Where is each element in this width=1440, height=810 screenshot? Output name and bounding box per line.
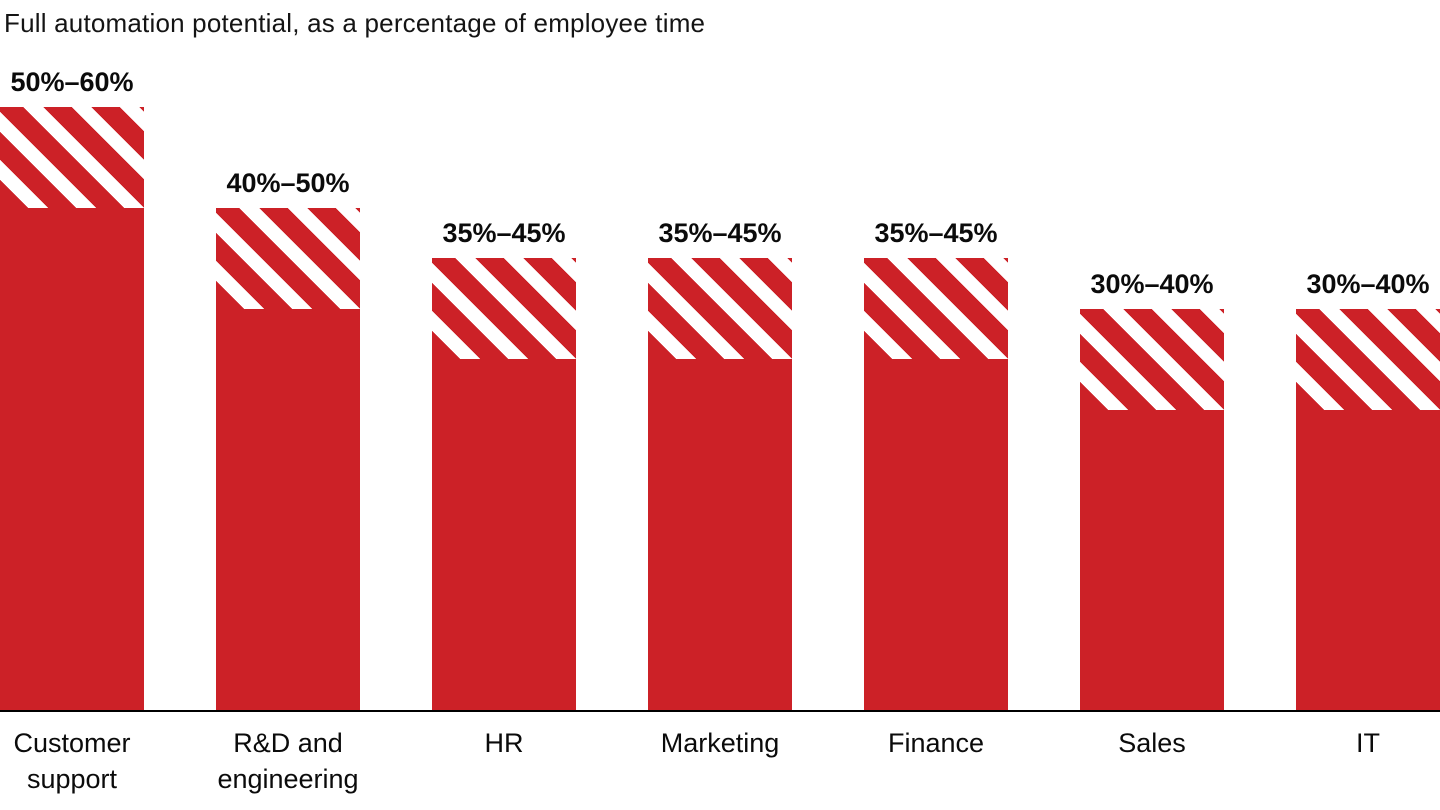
bar-category-label: Sales (1118, 728, 1186, 758)
bar-range-striped-segment (1080, 309, 1224, 410)
bar-value-label: 35%–45% (658, 218, 782, 248)
bar-solid-segment (864, 359, 1008, 711)
bar-solid-segment (216, 309, 360, 711)
bar-value-label: 30%–40% (1306, 269, 1430, 299)
bar-value-label: 40%–50% (226, 168, 350, 198)
bar-category-label: HR (484, 728, 524, 758)
bar-value-label: 30%–40% (1090, 269, 1214, 299)
bar-range-striped-segment (864, 258, 1008, 359)
bar-category-label: Finance (887, 728, 985, 758)
bar-category-label: Customer support (13, 728, 131, 794)
bar-value-label: 35%–45% (442, 218, 566, 248)
bar-category-label: IT (1356, 728, 1380, 758)
bar-category-label: R&D and engineering (217, 728, 359, 794)
x-axis-line (0, 710, 1440, 712)
bar-solid-segment (1080, 410, 1224, 711)
bar-range-striped-segment (216, 208, 360, 309)
bar-range-striped-segment (1296, 309, 1440, 410)
bar-range-striped-segment (0, 107, 144, 208)
bar-solid-segment (1296, 410, 1440, 711)
chart-title: Full automation potential, as a percenta… (4, 8, 706, 38)
bar-range-striped-segment (432, 258, 576, 359)
bar-solid-segment (0, 208, 144, 711)
bar-solid-segment (432, 359, 576, 711)
bar-solid-segment (648, 359, 792, 711)
bar-value-label: 35%–45% (874, 218, 998, 248)
bar-range-striped-segment (648, 258, 792, 359)
bar-category-label: Marketing (660, 728, 780, 758)
bar-value-label: 50%–60% (10, 67, 134, 97)
